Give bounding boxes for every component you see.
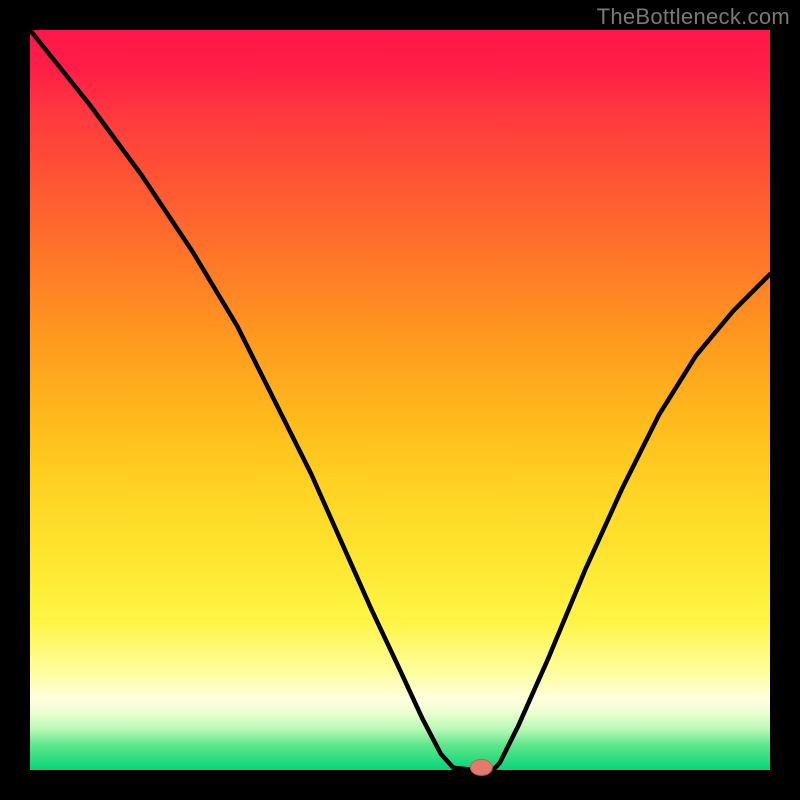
chart-stage: TheBottleneck.com bbox=[0, 0, 800, 800]
plot-background bbox=[30, 30, 770, 770]
optimum-marker bbox=[470, 759, 492, 775]
bottleneck-chart bbox=[0, 0, 800, 800]
watermark-text: TheBottleneck.com bbox=[597, 4, 790, 30]
